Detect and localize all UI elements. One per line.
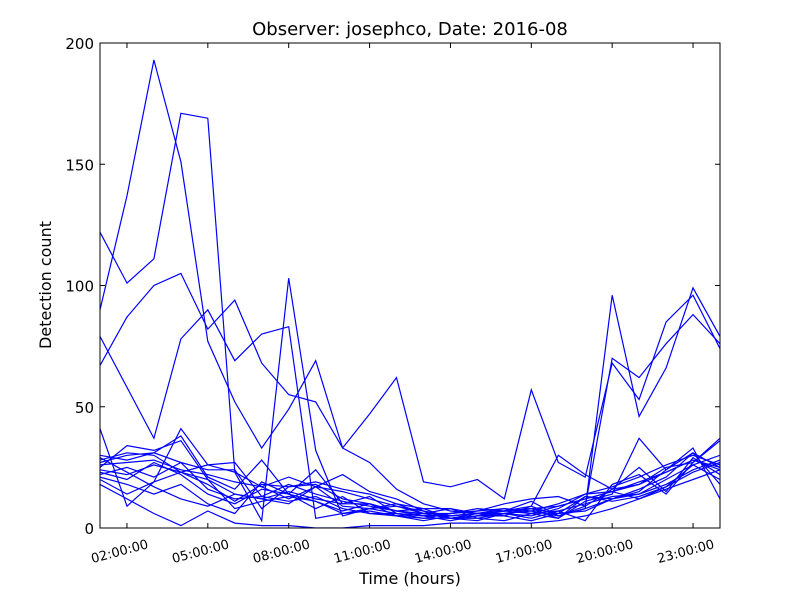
series-line-16 [100, 457, 720, 522]
series-line-15 [100, 454, 720, 522]
y-tick-label: 0 [84, 520, 94, 538]
y-tick-label: 100 [65, 278, 94, 296]
series-line-14 [100, 437, 720, 522]
series-line-3 [100, 272, 720, 500]
series-line-4 [100, 286, 720, 522]
y-tick-label: 200 [65, 35, 94, 53]
y-axis-label: Detection count [36, 221, 55, 349]
series-line-11 [100, 459, 720, 519]
y-tick-label: 50 [75, 399, 94, 417]
y-tick-label: 150 [65, 156, 94, 174]
x-axis-label: Time (hours) [358, 569, 461, 588]
chart-title: Observer: josephco, Date: 2016-08 [252, 19, 568, 40]
series-line-7 [100, 437, 720, 519]
series-line-5 [100, 278, 720, 523]
series-line-17 [100, 469, 720, 528]
series-layer [100, 59, 720, 528]
